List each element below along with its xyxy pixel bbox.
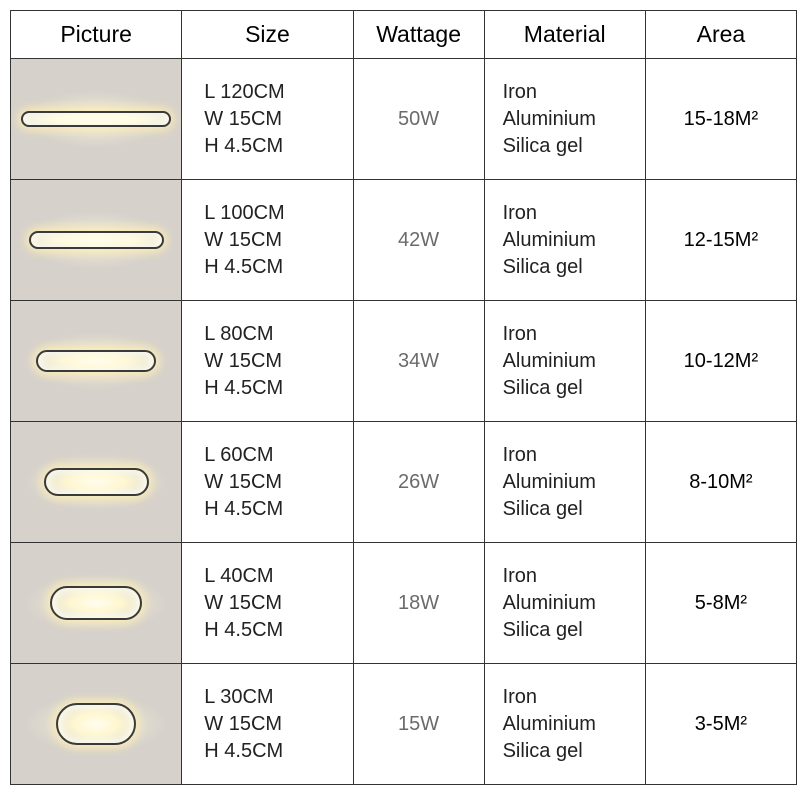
header-material: Material (484, 11, 645, 59)
table-row: L 80CM W 15CM H 4.5CM 34W Iron Aluminium… (11, 301, 797, 422)
lamp-icon (21, 111, 171, 127)
size-height: H 4.5CM (204, 496, 352, 523)
size-width: W 15CM (204, 590, 352, 617)
size-height: H 4.5CM (204, 738, 352, 765)
lamp-glow (11, 543, 181, 663)
picture-cell (11, 422, 182, 543)
wattage-cell: 42W (353, 180, 484, 301)
size-width: W 15CM (204, 348, 352, 375)
wattage-cell: 34W (353, 301, 484, 422)
material-1: Iron (503, 200, 645, 227)
area-cell: 3-5M² (645, 664, 796, 785)
lamp-icon (56, 703, 136, 745)
area-cell: 12-15M² (645, 180, 796, 301)
picture-cell (11, 543, 182, 664)
size-cell: L 100CM W 15CM H 4.5CM (182, 180, 353, 301)
picture-cell (11, 301, 182, 422)
header-wattage: Wattage (353, 11, 484, 59)
header-area: Area (645, 11, 796, 59)
lamp-icon (36, 350, 156, 372)
material-2: Aluminium (503, 106, 645, 133)
lamp-glow (11, 301, 181, 421)
material-3: Silica gel (503, 133, 645, 160)
picture-cell (11, 180, 182, 301)
table-row: L 40CM W 15CM H 4.5CM 18W Iron Aluminium… (11, 543, 797, 664)
lamp-icon (50, 586, 142, 620)
material-1: Iron (503, 321, 645, 348)
size-width: W 15CM (204, 227, 352, 254)
size-length: L 40CM (204, 563, 352, 590)
lamp-glow (11, 180, 181, 300)
lamp-icon (44, 468, 149, 496)
size-width: W 15CM (204, 711, 352, 738)
material-2: Aluminium (503, 348, 645, 375)
material-2: Aluminium (503, 227, 645, 254)
wattage-cell: 15W (353, 664, 484, 785)
material-3: Silica gel (503, 738, 645, 765)
material-2: Aluminium (503, 590, 645, 617)
size-height: H 4.5CM (204, 133, 352, 160)
material-cell: Iron Aluminium Silica gel (484, 301, 645, 422)
material-3: Silica gel (503, 617, 645, 644)
material-cell: Iron Aluminium Silica gel (484, 664, 645, 785)
size-cell: L 60CM W 15CM H 4.5CM (182, 422, 353, 543)
size-height: H 4.5CM (204, 617, 352, 644)
header-picture: Picture (11, 11, 182, 59)
size-length: L 100CM (204, 200, 352, 227)
material-3: Silica gel (503, 375, 645, 402)
picture-cell (11, 59, 182, 180)
size-length: L 120CM (204, 79, 352, 106)
material-cell: Iron Aluminium Silica gel (484, 59, 645, 180)
material-cell: Iron Aluminium Silica gel (484, 543, 645, 664)
size-cell: L 80CM W 15CM H 4.5CM (182, 301, 353, 422)
material-3: Silica gel (503, 496, 645, 523)
material-2: Aluminium (503, 469, 645, 496)
size-height: H 4.5CM (204, 254, 352, 281)
lamp-glow (11, 59, 181, 179)
area-cell: 10-12M² (645, 301, 796, 422)
size-cell: L 40CM W 15CM H 4.5CM (182, 543, 353, 664)
material-cell: Iron Aluminium Silica gel (484, 180, 645, 301)
size-length: L 80CM (204, 321, 352, 348)
picture-cell (11, 664, 182, 785)
size-cell: L 120CM W 15CM H 4.5CM (182, 59, 353, 180)
wattage-cell: 50W (353, 59, 484, 180)
material-1: Iron (503, 442, 645, 469)
header-row: Picture Size Wattage Material Area (11, 11, 797, 59)
material-1: Iron (503, 79, 645, 106)
material-2: Aluminium (503, 711, 645, 738)
area-cell: 8-10M² (645, 422, 796, 543)
material-cell: Iron Aluminium Silica gel (484, 422, 645, 543)
header-size: Size (182, 11, 353, 59)
table-body: L 120CM W 15CM H 4.5CM 50W Iron Aluminiu… (11, 59, 797, 785)
size-length: L 30CM (204, 684, 352, 711)
area-cell: 5-8M² (645, 543, 796, 664)
table-row: L 100CM W 15CM H 4.5CM 42W Iron Aluminiu… (11, 180, 797, 301)
size-width: W 15CM (204, 469, 352, 496)
lamp-icon (29, 231, 164, 249)
table-row: L 60CM W 15CM H 4.5CM 26W Iron Aluminium… (11, 422, 797, 543)
size-cell: L 30CM W 15CM H 4.5CM (182, 664, 353, 785)
material-1: Iron (503, 684, 645, 711)
material-3: Silica gel (503, 254, 645, 281)
size-width: W 15CM (204, 106, 352, 133)
material-1: Iron (503, 563, 645, 590)
table-row: L 30CM W 15CM H 4.5CM 15W Iron Aluminium… (11, 664, 797, 785)
spec-table: Picture Size Wattage Material Area L 120… (10, 10, 797, 785)
size-height: H 4.5CM (204, 375, 352, 402)
wattage-cell: 18W (353, 543, 484, 664)
table-row: L 120CM W 15CM H 4.5CM 50W Iron Aluminiu… (11, 59, 797, 180)
lamp-glow (11, 664, 181, 784)
area-cell: 15-18M² (645, 59, 796, 180)
lamp-glow (11, 422, 181, 542)
wattage-cell: 26W (353, 422, 484, 543)
size-length: L 60CM (204, 442, 352, 469)
